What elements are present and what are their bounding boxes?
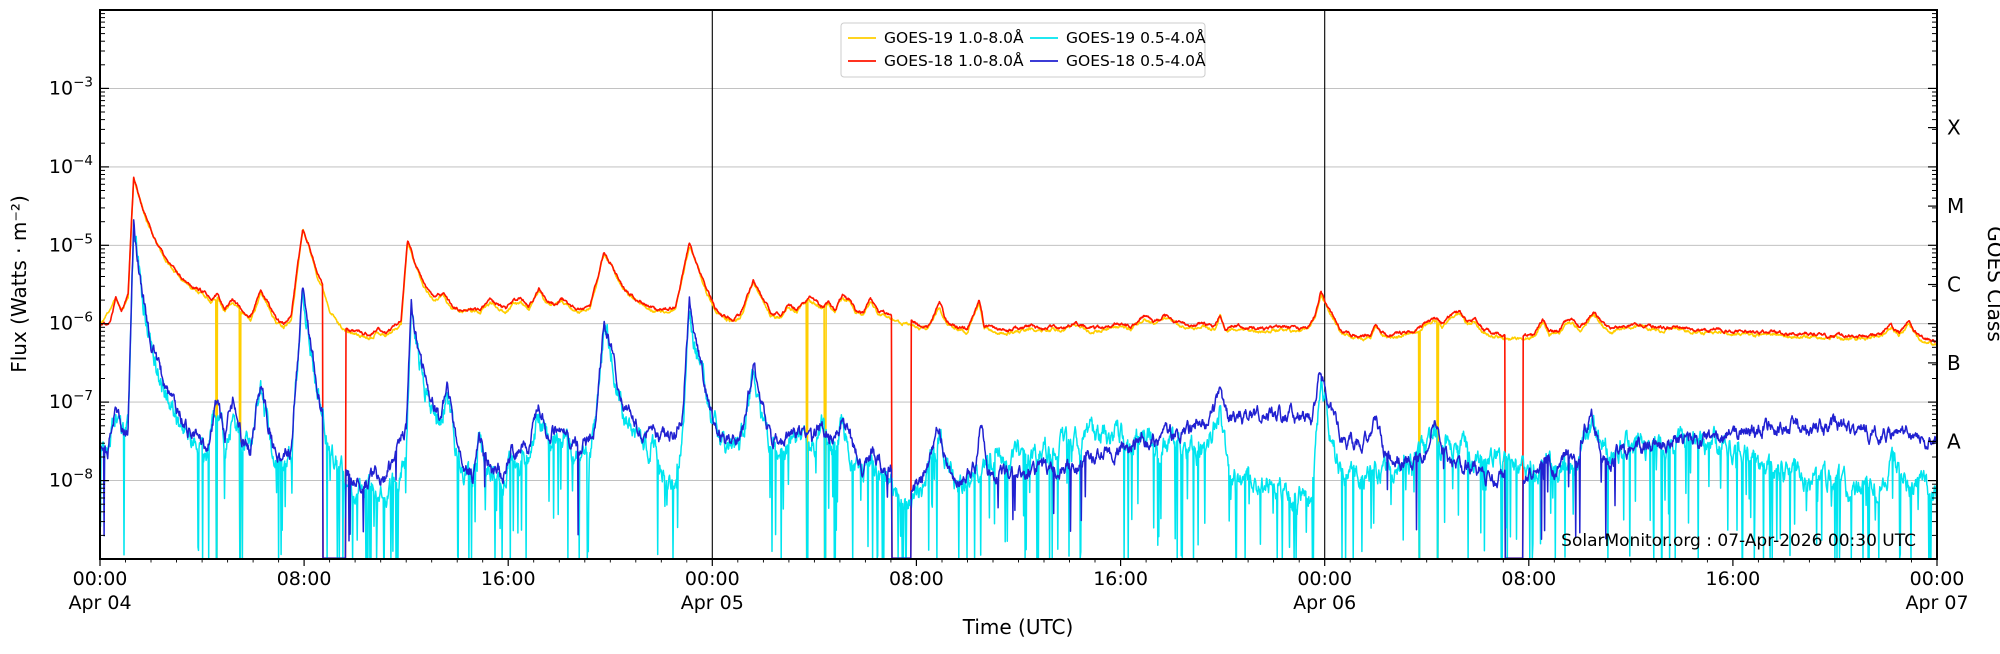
- legend-box: [840, 22, 1206, 78]
- series-line-goes18-long: [99, 176, 1938, 559]
- y-tick-label: 10−8: [49, 467, 93, 492]
- gridlines: [100, 87, 1937, 482]
- legend-label-goes18-short: GOES-18 0.5-4.0Å: [1066, 51, 1206, 70]
- goes-class-label-c: C: [1947, 273, 1961, 297]
- x-tick-label: 08:00: [1501, 568, 1556, 590]
- x-tick-date-label: Apr 04: [68, 592, 131, 614]
- x-tick-date-label: Apr 05: [681, 592, 744, 614]
- x-tick-label: 16:00: [1706, 568, 1761, 590]
- plot-frame: [99, 9, 1938, 560]
- x-tick-label: 16:00: [1093, 568, 1148, 590]
- data-series: [99, 176, 1938, 559]
- y-tick-label: 10−6: [49, 310, 93, 335]
- watermark: SolarMonitor.org : 07-Apr-2026 00:30 UTC: [1561, 531, 1916, 551]
- y-tick-label: 10−7: [49, 388, 93, 413]
- goes-class-label-a: A: [1947, 429, 1961, 453]
- x-tick-label: 08:00: [889, 568, 944, 590]
- x-tick-label: 00:00: [685, 568, 740, 590]
- legend-label-goes18-long: GOES-18 1.0-8.0Å: [884, 51, 1024, 70]
- x-axis-title: Time (UTC): [962, 615, 1074, 639]
- goes-class-label-m: M: [1947, 194, 1964, 218]
- day-boundary-lines: [711, 10, 1326, 559]
- x-tick-label: 08:00: [277, 568, 332, 590]
- x-tick-date-label: Apr 06: [1293, 592, 1356, 614]
- x-tick-label: 00:00: [1297, 568, 1352, 590]
- y-axis-title: Flux (Watts · m⁻²): [7, 195, 31, 373]
- y-tick-label: 10−4: [49, 153, 93, 178]
- x-tick-label: 16:00: [481, 568, 536, 590]
- legend-label-goes19-short: GOES-19 0.5-4.0Å: [1066, 28, 1206, 47]
- goes-class-label-b: B: [1947, 351, 1961, 375]
- goes-class-label-x: X: [1947, 116, 1961, 140]
- y-tick-label: 10−5: [49, 231, 93, 256]
- x-tick-label: 00:00: [73, 568, 128, 590]
- series-line-goes19-short: [99, 227, 1938, 559]
- y-tick-label: 10−3: [49, 74, 93, 99]
- right-axis-title: GOES Class: [1983, 226, 2000, 342]
- x-tick-label: 00:00: [1910, 568, 1965, 590]
- legend: GOES-19 1.0-8.0Å GOES-18 1.0-8.0Å GOES-1…: [840, 22, 1206, 78]
- series-line-goes18-short: [99, 219, 1938, 559]
- legend-label-goes19-long: GOES-19 1.0-8.0Å: [884, 28, 1024, 47]
- x-tick-date-label: Apr 07: [1905, 592, 1968, 614]
